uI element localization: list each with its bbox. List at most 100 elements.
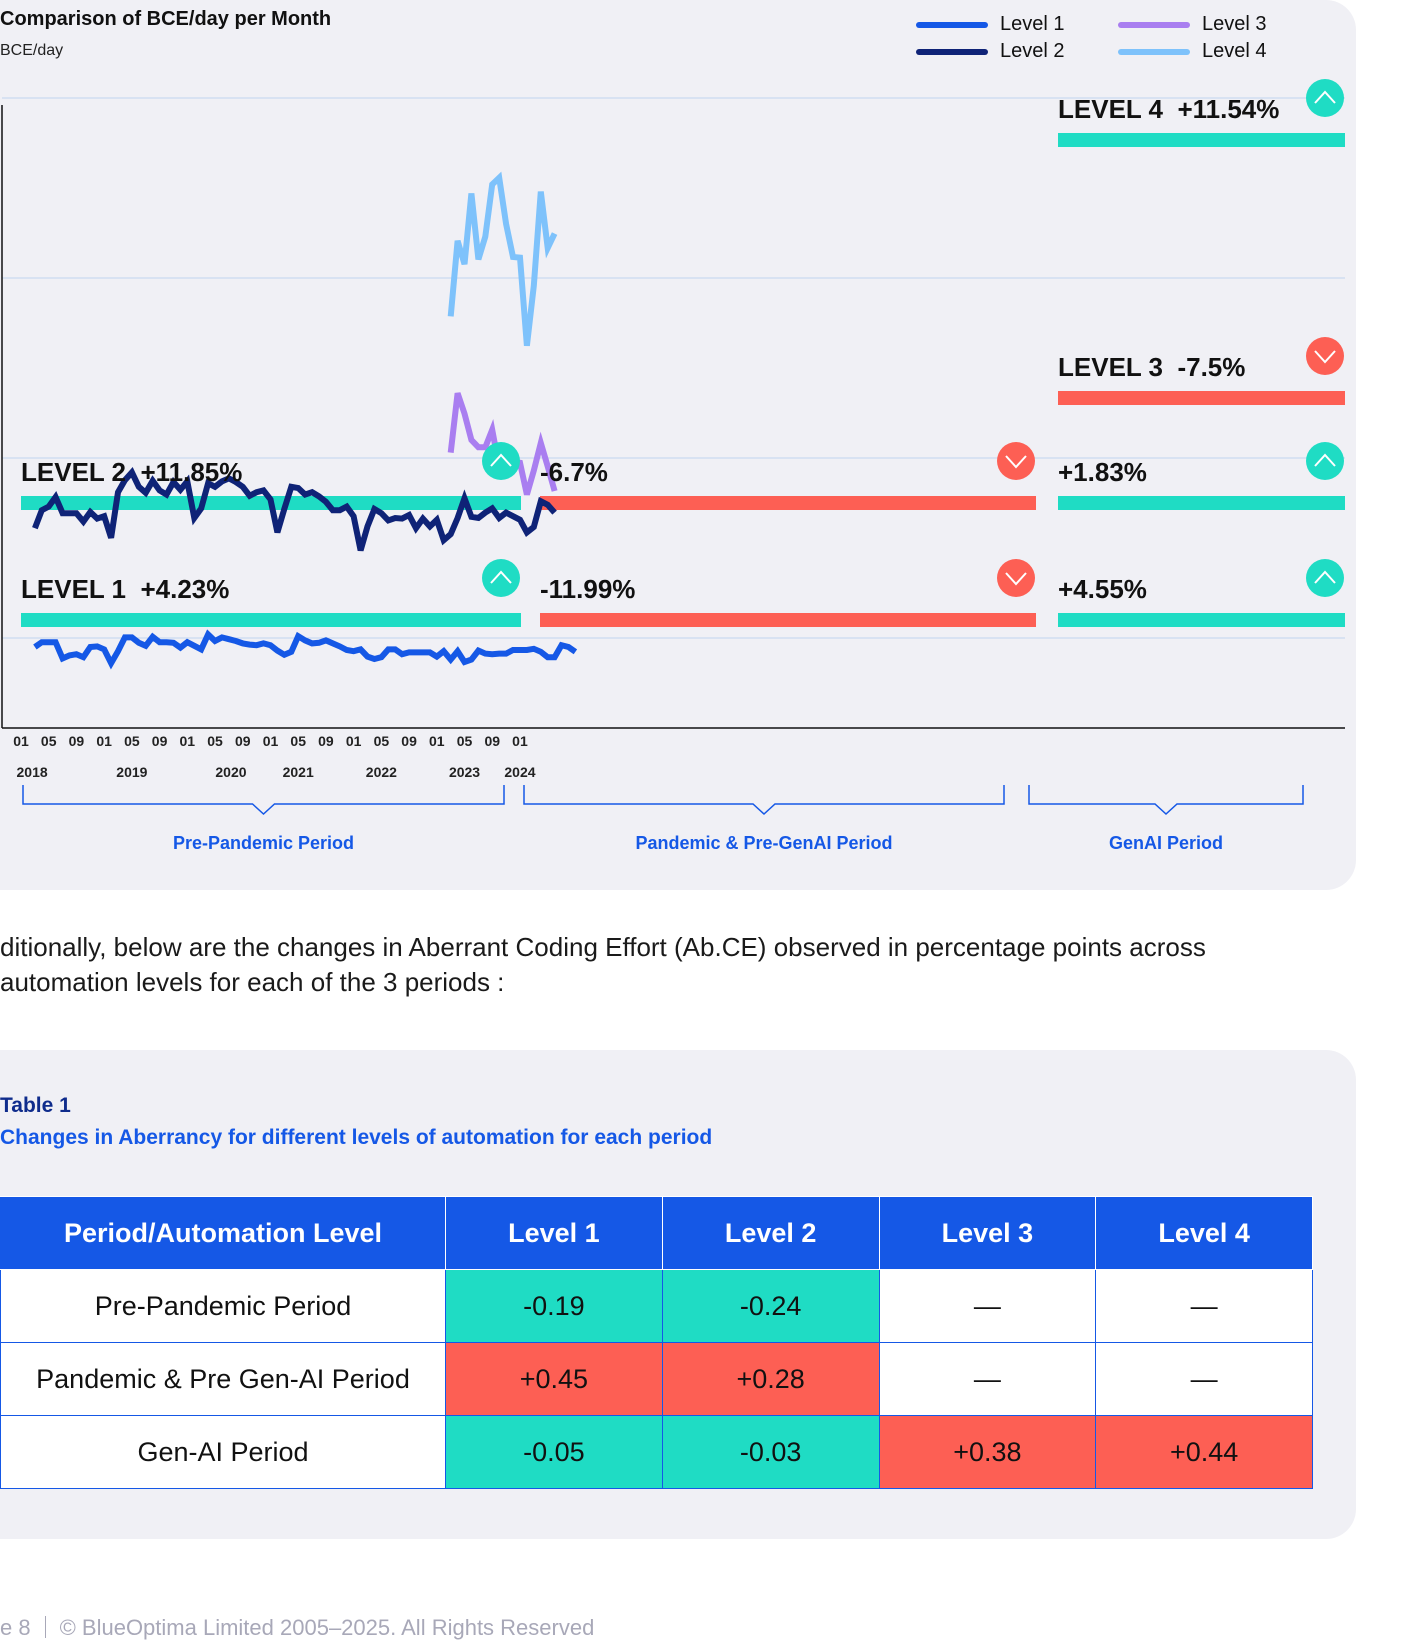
x-tick-label: 09	[69, 733, 85, 749]
change-bars	[21, 133, 1345, 627]
page-footer: e 8 © BlueOptima Limited 2005–2025. All R…	[0, 1615, 594, 1641]
cell-level-4: —	[1095, 1342, 1313, 1416]
cell-level-2: -0.24	[661, 1269, 880, 1343]
x-tick-label: 09	[318, 733, 334, 749]
trend-icon-circle	[1306, 337, 1344, 375]
legend-label-level-3: Level 3	[1202, 13, 1267, 35]
trend-up-icon	[482, 559, 520, 597]
trend-icon-circle	[482, 442, 520, 480]
trend-icons	[482, 79, 1344, 597]
cell-level-1: -0.19	[445, 1269, 663, 1343]
cell-level-1: +0.45	[445, 1342, 663, 1416]
table-row: Pre-Pandemic Period -0.19 -0.24— —	[0, 1269, 1313, 1343]
x-year-label: 2019	[116, 764, 147, 780]
chart-axes	[1, 105, 1345, 729]
x-tick-label: 01	[346, 733, 362, 749]
cell-level-4: +0.44	[1095, 1415, 1313, 1489]
x-tick-label: 05	[124, 733, 140, 749]
trend-icon-chevron	[1314, 350, 1336, 364]
body-line-2: automation levels for each of the 3 peri…	[0, 967, 505, 997]
period-label: Pandemic & Pre-GenAI Period	[635, 833, 892, 853]
trend-up-icon	[1306, 79, 1344, 117]
period-bracket-line	[22, 785, 505, 816]
x-year-label: 2021	[283, 764, 314, 780]
cell-level-4: —	[1095, 1269, 1313, 1343]
copyright-text: © BlueOptima Limited 2005–2025. All Righ…	[59, 1615, 595, 1640]
table-caption-subtitle: Changes in Aberrancy for different level…	[0, 1126, 713, 1149]
period-label: GenAI Period	[1109, 833, 1223, 853]
chart-title: Comparison of BCE/day per Month	[0, 8, 332, 30]
change-bar-level-1-1	[21, 613, 521, 627]
trend-icon-chevron	[1005, 572, 1027, 586]
trend-icon-chevron	[1314, 453, 1336, 467]
aberrancy-table: Period/Automation Level Level 1 Level 2 …	[0, 1196, 1313, 1489]
x-tick-label: 09	[235, 733, 251, 749]
x-year-label: 2020	[215, 764, 246, 780]
change-label: LEVEL 1 +4.23%	[21, 574, 229, 604]
change-bar-level-1-3	[1058, 613, 1345, 627]
change-bar-level-2-2	[540, 496, 1036, 510]
line-chart: LEVEL 1 +4.23% -11.99% +4.55% LEVEL 2 +11.8…	[1, 79, 1345, 853]
footer-divider	[44, 1616, 46, 1638]
period-bracket-line	[1028, 785, 1304, 816]
change-label: +1.83%	[1058, 457, 1147, 487]
change-label: LEVEL 4 +11.54%	[1058, 94, 1279, 124]
trend-up-icon	[1306, 442, 1344, 480]
period-bracket: GenAI Period	[1028, 785, 1304, 853]
trend-icon-circle	[482, 559, 520, 597]
row-period-label: Pandemic & Pre Gen-AI Period	[0, 1342, 446, 1416]
series-lines	[32, 171, 578, 670]
chart-y-axis-label: BCE/day	[0, 42, 64, 59]
trend-up-icon	[1306, 559, 1344, 597]
table-header-row: Period/Automation Level Level 1 Level 2 …	[0, 1196, 1313, 1270]
trend-icon-circle	[1306, 79, 1344, 117]
x-year-label: 2018	[17, 764, 48, 780]
trend-down-icon	[997, 559, 1035, 597]
series-line-level-2	[32, 467, 557, 552]
chart-card	[0, 0, 1356, 890]
change-label: LEVEL 3 -7.5%	[1058, 352, 1245, 382]
change-bar-level-1-2	[540, 613, 1036, 627]
body-paragraph: ditionally, below are the changes in Abe…	[0, 930, 1330, 1000]
x-tick-label: 05	[374, 733, 390, 749]
table-caption-title: Table 1	[0, 1094, 71, 1117]
period-bracket: Pre-Pandemic Period	[22, 785, 505, 853]
header-level-2: Level 2	[661, 1196, 880, 1270]
legend-swatch-level-3	[1118, 22, 1190, 28]
legend-label-level-1: Level 1	[1000, 13, 1065, 35]
cell-level-2: +0.28	[661, 1342, 880, 1416]
row-period-label: Pre-Pandemic Period	[0, 1269, 446, 1343]
x-tick-labels: 01 05 09 01 05 09 01 05 09 01 05 09 01 05 09 01 05 09 0120…	[13, 733, 536, 780]
period-bracket-line	[523, 785, 1005, 816]
x-tick-label: 05	[41, 733, 57, 749]
x-tick-label: 01	[263, 733, 279, 749]
header-level-4: Level 4	[1095, 1196, 1313, 1270]
legend-swatch-level-1	[916, 22, 988, 28]
x-tick-label: 01	[512, 733, 528, 749]
header-level-3: Level 3	[878, 1196, 1097, 1270]
trend-icon-chevron	[1005, 455, 1027, 469]
x-tick-label: 01	[96, 733, 112, 749]
trend-down-icon	[997, 442, 1035, 480]
x-tick-label: 09	[401, 733, 417, 749]
page-number: e 8	[0, 1615, 31, 1640]
cell-level-2: -0.03	[661, 1415, 880, 1489]
series-line-level-4	[447, 171, 558, 347]
change-bar-level-2-3	[1058, 496, 1345, 510]
trend-icon-circle	[997, 442, 1035, 480]
x-tick-label: 05	[207, 733, 223, 749]
change-labels: LEVEL 1 +4.23% -11.99% +4.55% LEVEL 2 +11.8…	[21, 94, 1279, 604]
change-label: -11.99%	[540, 574, 635, 604]
trend-icon-chevron	[1314, 570, 1336, 584]
cell-level-3: +0.38	[878, 1415, 1097, 1489]
legend-label-level-4: Level 4	[1202, 40, 1267, 62]
period-bracket: Pandemic & Pre-GenAI Period	[523, 785, 1005, 853]
header-level-1: Level 1	[445, 1196, 663, 1270]
body-line-1: ditionally, below are the changes in Abe…	[0, 932, 1206, 962]
x-tick-label: 01	[429, 733, 445, 749]
trend-down-icon	[1306, 337, 1344, 375]
trend-icon-circle	[1306, 442, 1344, 480]
change-bar-level-3-1	[1058, 391, 1345, 405]
x-year-label: 2023	[449, 764, 480, 780]
period-brackets: Pre-Pandemic Period Pandemic & Pre-GenAI …	[22, 785, 1304, 853]
